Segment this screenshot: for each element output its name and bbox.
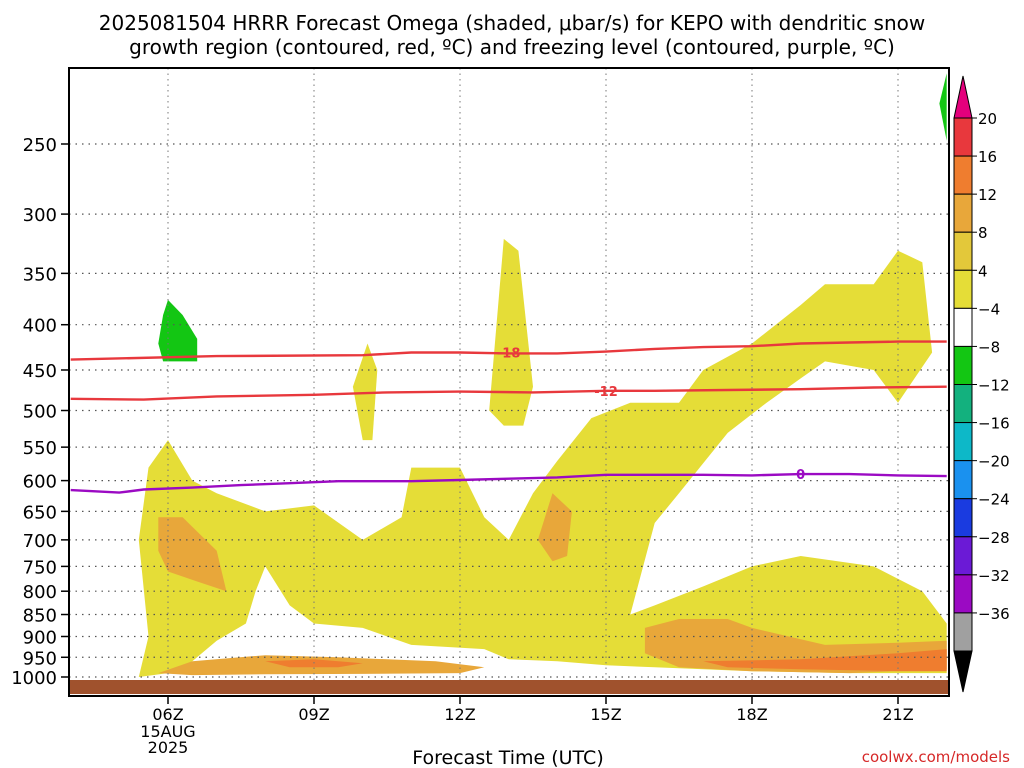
- omega-shading: [138, 73, 947, 677]
- y-tick-label: 650: [23, 502, 57, 523]
- omega-region-2: [352, 343, 378, 441]
- y-tick-label: 500: [23, 402, 57, 423]
- colorbar-label: −36: [978, 605, 1010, 623]
- colorbar-swatch-0: [953, 117, 973, 157]
- colorbar-swatch-2: [953, 193, 973, 233]
- contour-label: -18: [497, 347, 521, 362]
- colorbar-swatch-7: [953, 384, 973, 424]
- x-date-label: 15AUG: [140, 722, 195, 741]
- contour-label: -12: [594, 385, 618, 400]
- colorbar-label: 4: [978, 262, 988, 280]
- y-tick-label: 550: [23, 438, 57, 459]
- colorbar-label: −8: [978, 338, 1000, 356]
- x-tick-label: 18Z: [736, 705, 767, 724]
- colorbar-swatch-5: [953, 307, 973, 347]
- x-tick-label: 15Z: [590, 705, 621, 724]
- chart-title-line1: 2025081504 HRRR Forecast Omega (shaded, …: [99, 11, 925, 35]
- y-tick-label: 700: [23, 531, 57, 552]
- colorbar-swatch-4: [953, 269, 973, 309]
- y-tick-label: 250: [23, 135, 57, 156]
- colorbar-label: 12: [978, 186, 997, 204]
- pressure-axis: 2503003504004505005506006507007508008509…: [11, 135, 69, 689]
- x-tick-label: 06Z: [152, 705, 183, 724]
- omega-region-9: [158, 299, 198, 362]
- colorbar-swatch-10: [953, 498, 973, 538]
- y-tick-label: 400: [23, 316, 57, 337]
- x-date-label: 2025: [148, 738, 189, 757]
- omega-region-4: [537, 493, 572, 562]
- colorbar-label: −16: [978, 415, 1010, 433]
- colorbar-label: 8: [978, 224, 988, 242]
- y-tick-label: 950: [23, 648, 57, 669]
- omega-region-0: [138, 250, 947, 677]
- y-tick-label: 600: [23, 472, 57, 493]
- y-tick-label: 1000: [11, 668, 57, 689]
- colorbar-swatch-11: [953, 536, 973, 576]
- x-tick-label: 09Z: [298, 705, 329, 724]
- y-tick-label: 750: [23, 557, 57, 578]
- colorbar-top-arrow: [953, 75, 973, 119]
- omega-region-3: [158, 517, 227, 592]
- colorbar-swatch-8: [953, 422, 973, 462]
- y-tick-label: 350: [23, 264, 57, 285]
- y-tick-label: 850: [23, 606, 57, 627]
- colorbar-swatch-6: [953, 345, 973, 385]
- plot-frame: [68, 67, 950, 697]
- credit-text: coolwx.com/models: [862, 748, 1010, 766]
- chart-title-line2: growth region (contoured, red, ºC) and f…: [129, 35, 895, 59]
- y-tick-label: 900: [23, 627, 57, 648]
- colorbar-label: 16: [978, 148, 997, 166]
- colorbar-label: −28: [978, 529, 1010, 547]
- colorbar-label: −4: [978, 300, 1000, 318]
- omega-region-8: [703, 649, 947, 672]
- colorbar-label: −20: [978, 453, 1010, 471]
- contour-minus12: [70, 385, 947, 401]
- colorbar-swatch-3: [953, 231, 973, 271]
- contour-0: [70, 472, 947, 494]
- x-axis-label: Forecast Time (UTC): [412, 747, 603, 768]
- colorbar-bottom-arrow: [953, 650, 973, 693]
- terrain: [69, 680, 949, 694]
- colorbar-label: −32: [978, 567, 1010, 585]
- colorbar-swatch-1: [953, 155, 973, 195]
- colorbar-label: −24: [978, 491, 1010, 509]
- omega-colorbar: 20 16 12 8 4 −4 −8 −12 −16 −20 −24 −28 −32 −36: [953, 75, 1010, 693]
- x-tick-label: 21Z: [882, 705, 913, 724]
- colorbar-swatch-12: [953, 574, 973, 614]
- grid-lines: [69, 68, 949, 696]
- colorbar-swatch-9: [953, 460, 973, 500]
- terrain-band: [69, 680, 949, 694]
- colorbar-swatch-13: [953, 612, 973, 652]
- y-tick-label: 450: [23, 361, 57, 382]
- contour-minus18: [70, 340, 947, 361]
- colorbar-label: 20: [978, 110, 997, 128]
- y-tick-label: 800: [23, 582, 57, 603]
- contour-label: 0: [796, 468, 805, 483]
- omega-region-10: [939, 73, 947, 141]
- x-tick-label: 12Z: [444, 705, 475, 724]
- omega-region-1: [489, 238, 533, 426]
- temperature-contours: -18 -12 0: [70, 340, 947, 494]
- y-tick-label: 300: [23, 205, 57, 226]
- colorbar-label: −12: [978, 377, 1010, 395]
